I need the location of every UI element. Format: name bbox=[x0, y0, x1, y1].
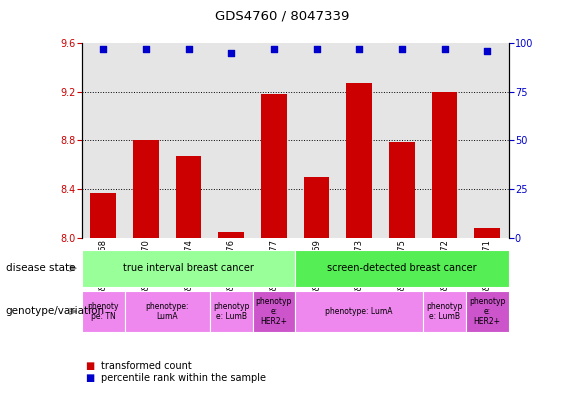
Text: true interval breast cancer: true interval breast cancer bbox=[123, 263, 254, 273]
Point bbox=[184, 46, 193, 52]
Text: percentile rank within the sample: percentile rank within the sample bbox=[101, 373, 266, 383]
Point bbox=[99, 46, 108, 52]
Point bbox=[483, 48, 492, 54]
Text: phenotyp
e:
HER2+: phenotyp e: HER2+ bbox=[256, 297, 292, 326]
Bar bbox=[381, 43, 423, 238]
Point bbox=[141, 46, 150, 52]
Point bbox=[355, 46, 364, 52]
Point bbox=[397, 46, 406, 52]
Bar bbox=[346, 83, 372, 238]
Text: transformed count: transformed count bbox=[101, 361, 192, 371]
Bar bbox=[466, 43, 509, 238]
Bar bbox=[261, 94, 286, 238]
Text: phenotyp
e: LumB: phenotyp e: LumB bbox=[427, 302, 463, 321]
Point bbox=[270, 46, 279, 52]
Bar bbox=[295, 43, 338, 238]
Bar bbox=[219, 232, 244, 238]
Bar bbox=[432, 92, 457, 238]
Point bbox=[227, 50, 236, 56]
Bar bbox=[210, 43, 253, 238]
Bar bbox=[176, 156, 201, 238]
Point bbox=[440, 46, 449, 52]
Text: ■: ■ bbox=[85, 373, 94, 383]
Text: phenoty
pe: TN: phenoty pe: TN bbox=[88, 302, 119, 321]
Text: GDS4760 / 8047339: GDS4760 / 8047339 bbox=[215, 10, 350, 23]
Text: disease state: disease state bbox=[6, 263, 75, 273]
Point bbox=[312, 46, 321, 52]
Bar bbox=[304, 177, 329, 238]
Text: phenotype: LumA: phenotype: LumA bbox=[325, 307, 393, 316]
Text: screen-detected breast cancer: screen-detected breast cancer bbox=[327, 263, 477, 273]
Bar bbox=[133, 140, 159, 238]
Bar bbox=[124, 43, 167, 238]
Text: phenotyp
e:
HER2+: phenotyp e: HER2+ bbox=[469, 297, 505, 326]
Bar bbox=[167, 43, 210, 238]
Bar bbox=[82, 43, 124, 238]
Bar bbox=[475, 228, 500, 238]
Text: genotype/variation: genotype/variation bbox=[6, 307, 105, 316]
Text: phenotyp
e: LumB: phenotyp e: LumB bbox=[213, 302, 249, 321]
Bar bbox=[389, 142, 415, 238]
Bar bbox=[253, 43, 295, 238]
Bar bbox=[423, 43, 466, 238]
Text: phenotype:
LumA: phenotype: LumA bbox=[146, 302, 189, 321]
Bar bbox=[90, 193, 116, 238]
Bar bbox=[338, 43, 381, 238]
Text: ■: ■ bbox=[85, 361, 94, 371]
